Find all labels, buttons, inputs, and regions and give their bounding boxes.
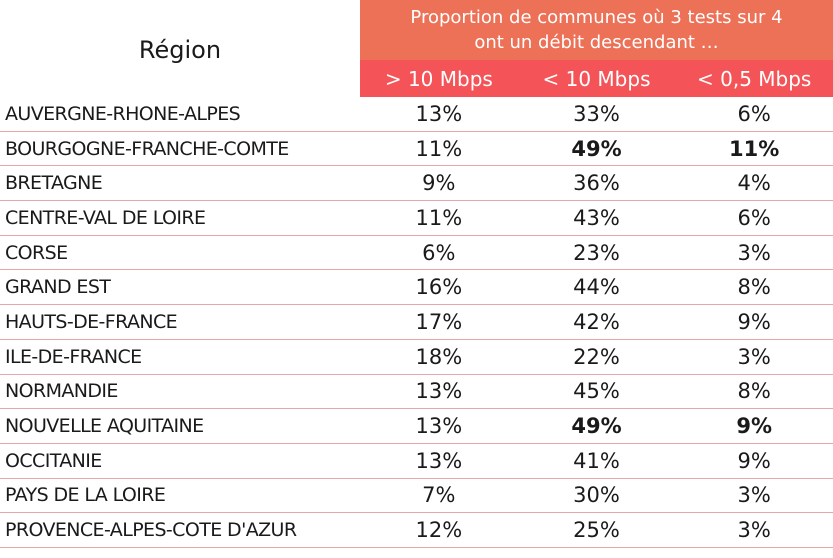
region-name: NOUVELLE AQUITAINE [5,415,204,438]
cell-lt10: 49% [571,414,622,439]
region-name: CORSE [5,241,68,264]
table-row: BOURGOGNE-FRANCHE-COMTE 11% 49% 11% [0,132,833,167]
cell-lt10: 33% [573,101,620,126]
cell-lt10: 30% [573,483,620,508]
speed-column-headers: > 10 Mbps < 10 Mbps < 0,5 Mbps [360,60,833,97]
region-name: HAUTS-DE-FRANCE [5,310,178,333]
cell-gt10: 18% [415,344,463,369]
table-title-banner: Proportion de communes où 3 tests sur 4 … [360,0,833,60]
table-row: BRETAGNE 9% 36% 4% [0,166,833,202]
table-row: AUVERGNE-RHONE-ALPES 13% 33% 6% [0,97,833,132]
cell-lt05: 9% [737,448,771,473]
cell-gt10: 13% [415,101,463,126]
cell-lt05: 3% [737,483,771,508]
title-line-2: ont un débit descendant … [474,32,719,53]
table-row: PAYS DE LA LOIRE 7% 30% 3% [0,479,833,514]
column-header-lt05: < 0,5 Mbps [697,66,812,91]
table-row: ILE-DE-FRANCE 18% 22% 3% [0,340,833,375]
cell-gt10: 11% [415,136,463,161]
region-name: OCCITANIE [5,449,102,472]
table-row: NORMANDIE 13% 45% 8% [0,375,833,410]
cell-lt05: 9% [737,309,771,334]
table-row: OCCITANIE 13% 41% 9% [0,444,833,479]
region-name: AUVERGNE-RHONE-ALPES [5,102,241,125]
cell-lt05: 11% [729,136,780,161]
region-header-label: Région [138,35,222,64]
cell-gt10: 12% [415,518,463,543]
cell-lt10: 43% [573,205,620,230]
cell-lt05: 3% [737,518,771,543]
region-name: BRETAGNE [5,172,103,195]
region-name: GRAND EST [5,276,111,299]
cell-gt10: 17% [415,309,463,334]
cell-lt05: 8% [737,275,771,300]
cell-gt10: 6% [422,240,456,265]
cell-gt10: 16% [415,275,463,300]
region-name: CENTRE-VAL DE LOIRE [5,206,206,229]
table-row: CENTRE-VAL DE LOIRE 11% 43% 6% [0,201,833,236]
column-header-lt10: < 10 Mbps [542,66,651,91]
table-row: CORSE 6% 23% 3% [0,236,833,271]
cell-gt10: 13% [415,379,463,404]
title-line-1: Proportion de communes où 3 tests sur 4 [410,7,783,28]
cell-gt10: 13% [415,414,463,439]
cell-lt05: 6% [737,205,771,230]
region-name: BOURGOGNE-FRANCHE-COMTE [5,137,289,160]
region-name: PAYS DE LA LOIRE [5,484,166,507]
region-name: ILE-DE-FRANCE [5,345,142,368]
cell-lt10: 25% [573,518,620,543]
cell-gt10: 11% [415,205,463,230]
cell-lt10: 23% [573,240,620,265]
table-row: PROVENCE-ALPES-COTE D'AZUR 12% 25% 3% [0,513,833,548]
cell-lt10: 44% [573,275,620,300]
region-column-header: Région [0,0,360,97]
table-row: HAUTS-DE-FRANCE 17% 42% 9% [0,305,833,340]
cell-lt05: 8% [737,379,771,404]
cell-lt05: 3% [737,240,771,265]
cell-lt10: 42% [573,309,620,334]
cell-lt10: 22% [573,344,620,369]
cell-lt10: 36% [573,171,620,196]
cell-lt05: 6% [737,101,771,126]
region-name: NORMANDIE [5,380,118,403]
cell-gt10: 9% [422,171,456,196]
table-row: GRAND EST 16% 44% 8% [0,270,833,306]
cell-gt10: 13% [415,448,463,473]
cell-gt10: 7% [422,483,456,508]
cell-lt05: 3% [737,344,771,369]
cell-lt05: 9% [736,414,772,439]
column-header-gt10: > 10 Mbps [384,66,493,91]
cell-lt10: 45% [573,379,620,404]
region-name: PROVENCE-ALPES-COTE D'AZUR [5,519,297,542]
cell-lt10: 41% [573,448,620,473]
table-body: AUVERGNE-RHONE-ALPES 13% 33% 6% BOURGOGNE-FR… [0,97,833,548]
cell-lt10: 49% [571,136,622,161]
table-row: NOUVELLE AQUITAINE 13% 49% 9% [0,409,833,444]
cell-lt05: 4% [737,171,771,196]
